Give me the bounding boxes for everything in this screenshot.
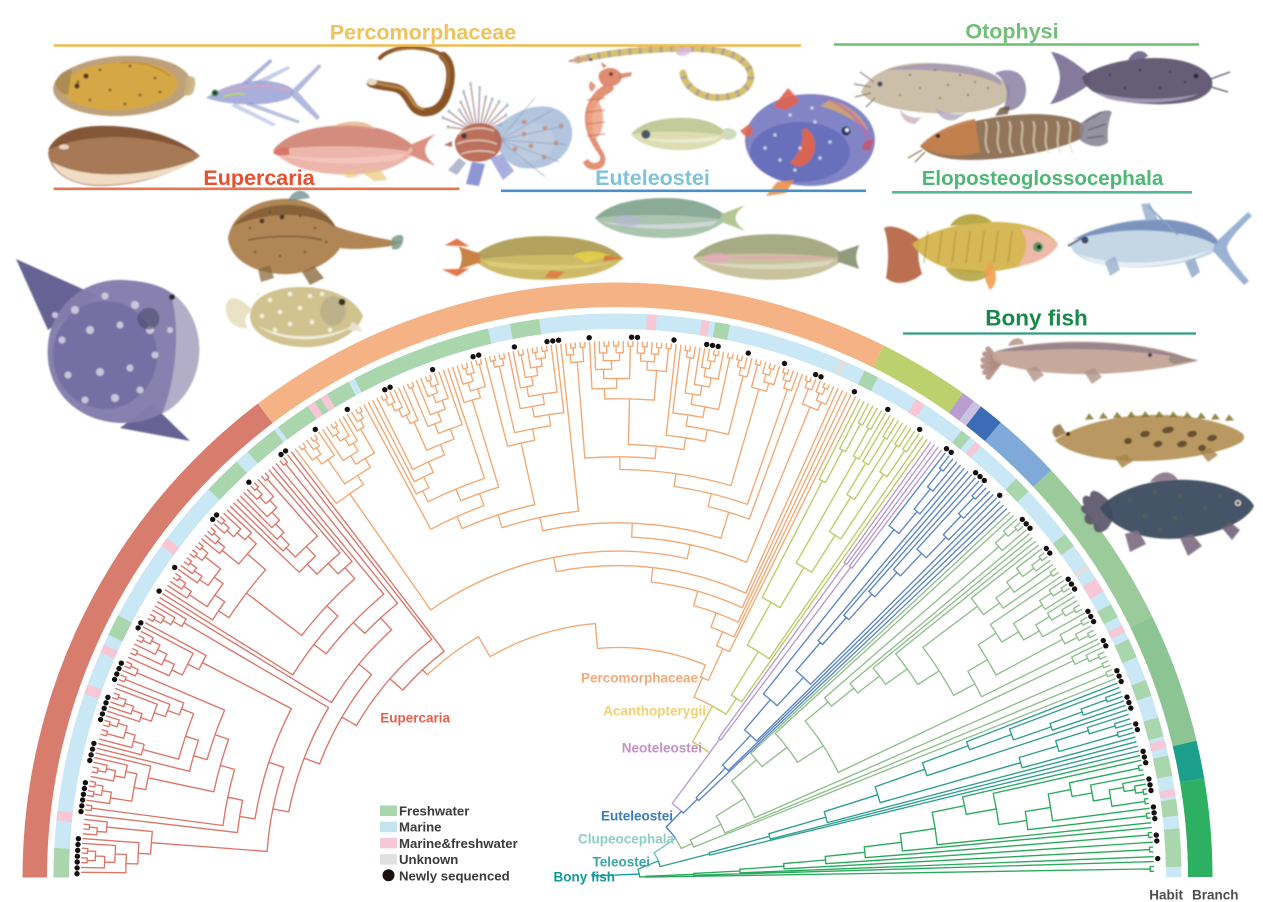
- svg-text:Bony fish: Bony fish: [985, 306, 1088, 331]
- svg-text:Euteleostei: Euteleostei: [601, 809, 673, 824]
- svg-text:Marine: Marine: [399, 820, 442, 835]
- svg-text:Eupercaria: Eupercaria: [203, 166, 315, 190]
- svg-text:Acanthopterygii: Acanthopterygii: [603, 704, 706, 719]
- svg-text:Teleostei: Teleostei: [592, 855, 650, 870]
- svg-text:Marine&freshwater: Marine&freshwater: [399, 836, 518, 851]
- svg-text:Eupercaria: Eupercaria: [380, 711, 450, 726]
- svg-text:Eloposteoglossocephala: Eloposteoglossocephala: [922, 167, 1164, 190]
- svg-text:Freshwater: Freshwater: [399, 804, 469, 819]
- svg-text:Habit: Habit: [1149, 888, 1183, 902]
- svg-text:Unknown: Unknown: [399, 852, 458, 867]
- svg-text:Bony fish: Bony fish: [553, 870, 615, 885]
- svg-text:Percomorphaceae: Percomorphaceae: [330, 21, 516, 45]
- svg-text:Otophysi: Otophysi: [965, 20, 1058, 44]
- svg-text:Neoteleostei: Neoteleostei: [622, 741, 702, 756]
- svg-text:Clupeocephala: Clupeocephala: [578, 832, 675, 847]
- svg-text:Newly sequenced: Newly sequenced: [399, 868, 510, 883]
- svg-text:Branch: Branch: [1192, 888, 1239, 902]
- svg-text:Percomorphaceae: Percomorphaceae: [581, 671, 699, 686]
- svg-text:Euteleostei: Euteleostei: [595, 166, 710, 190]
